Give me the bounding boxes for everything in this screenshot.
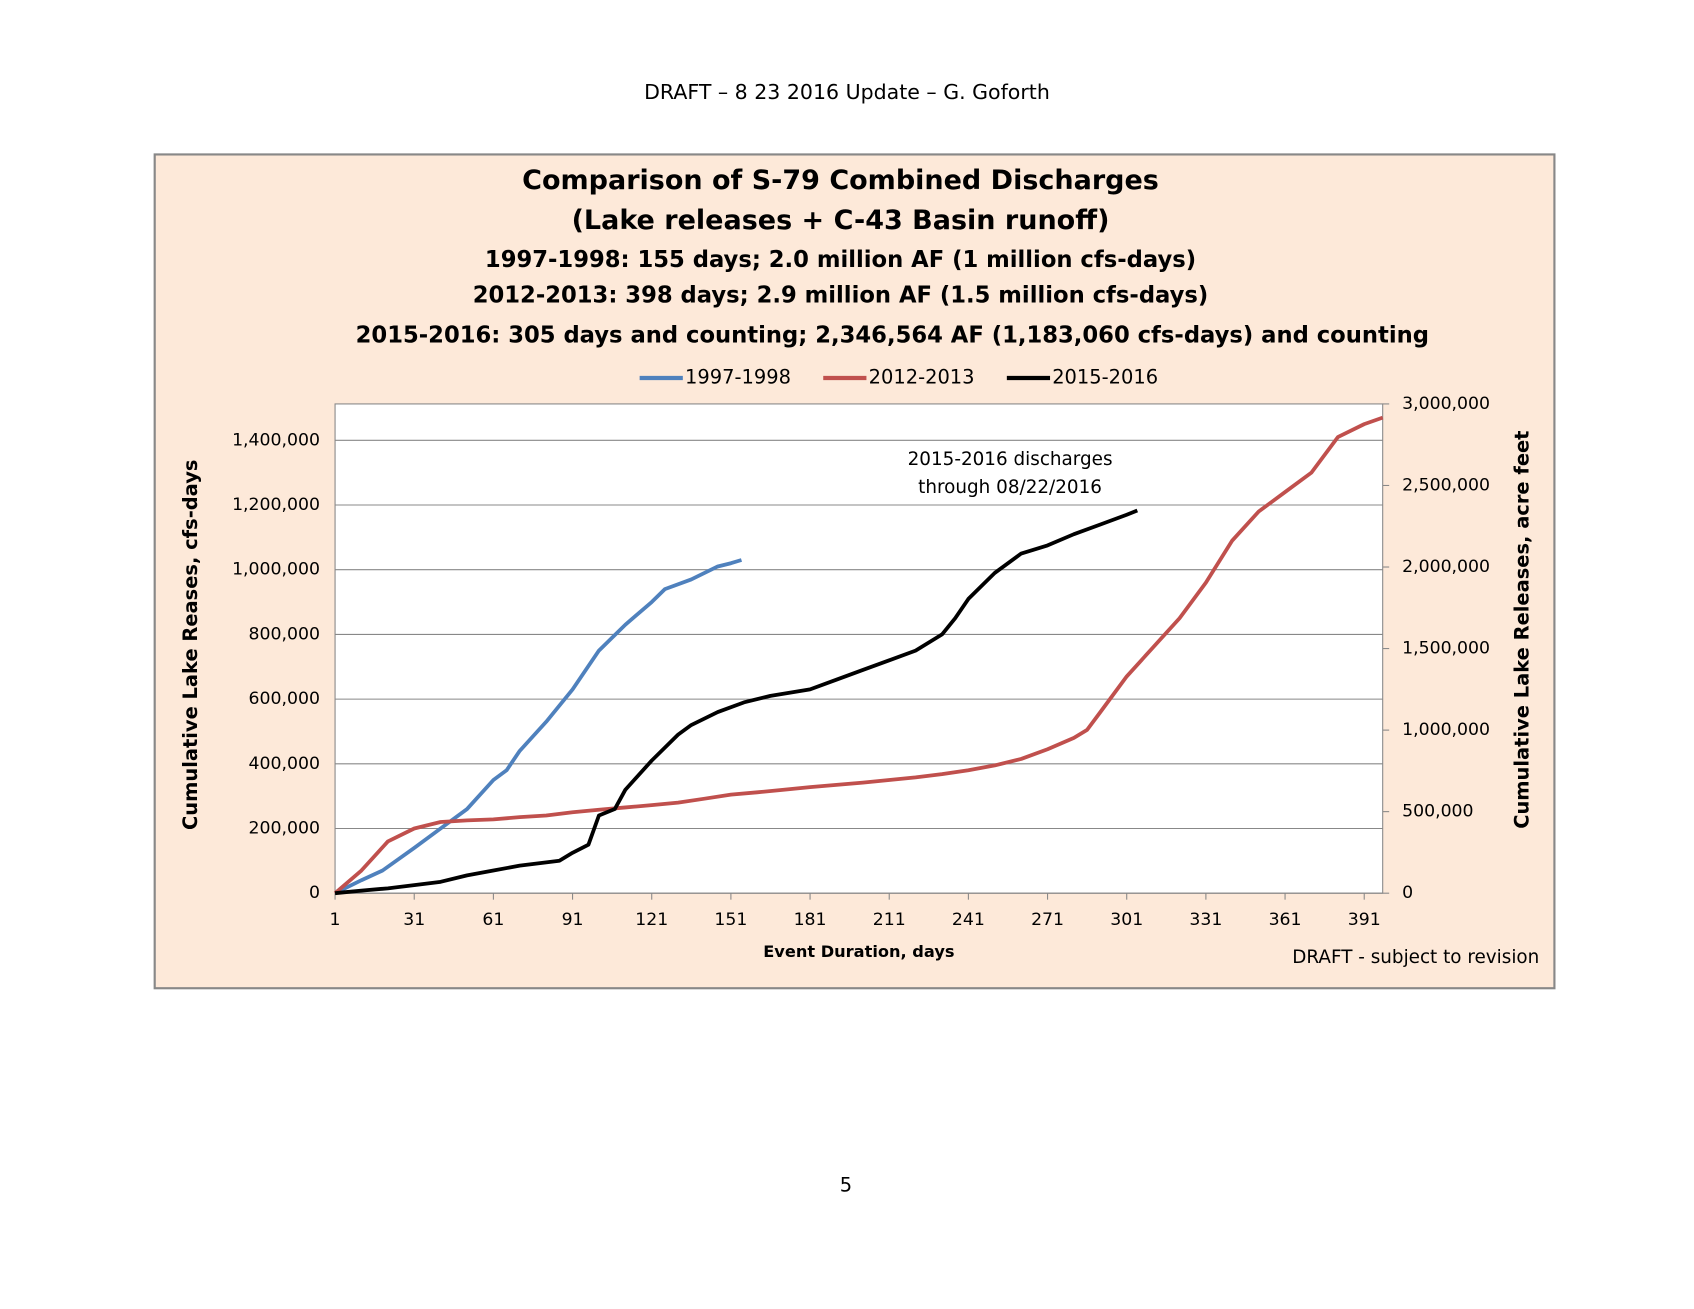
annotation: 2015-2016 discharges bbox=[908, 449, 1113, 470]
x-tick-label: 1 bbox=[330, 910, 341, 930]
x-tick-label: 241 bbox=[952, 910, 985, 930]
x-tick-label: 271 bbox=[1031, 910, 1064, 930]
y2-tick-label: 1,000,000 bbox=[1402, 720, 1490, 740]
y2-tick-label: 2,000,000 bbox=[1402, 557, 1490, 577]
x-tick-label: 331 bbox=[1189, 910, 1222, 930]
y2-tick-label: 0 bbox=[1402, 883, 1413, 903]
x-tick-label: 301 bbox=[1110, 910, 1143, 930]
x-tick-label: 151 bbox=[714, 910, 747, 930]
x-tick-label: 121 bbox=[635, 910, 668, 930]
page-number: 5 bbox=[840, 1173, 852, 1196]
chart-subtitle: 2012-2013: 398 days; 2.9 million AF (1.5… bbox=[473, 282, 1209, 308]
y2-tick-label: 3,000,000 bbox=[1402, 394, 1490, 414]
plot-area bbox=[334, 403, 1384, 894]
y-tick-label: 1,200,000 bbox=[232, 495, 320, 515]
y-axis-title: Cumulative Lake Reases, cfs-days bbox=[179, 460, 202, 830]
x-tick-label: 61 bbox=[482, 910, 504, 930]
y2-tick-label: 1,500,000 bbox=[1402, 639, 1490, 659]
legend-label: 2012-2013 bbox=[869, 366, 975, 389]
y-tick-label: 800,000 bbox=[249, 624, 320, 644]
x-tick-label: 391 bbox=[1348, 910, 1381, 930]
x-tick-label: 31 bbox=[403, 910, 425, 930]
annotation: through 08/22/2016 bbox=[918, 477, 1102, 498]
y2-tick-label: 2,500,000 bbox=[1402, 475, 1490, 495]
chart-title: (Lake releases + C-43 Basin runoff) bbox=[572, 205, 1110, 236]
x-axis-title: Event Duration, days bbox=[763, 942, 954, 961]
y-tick-label: 400,000 bbox=[249, 754, 320, 774]
page-header: DRAFT – 8 23 2016 Update – G. Goforth bbox=[644, 80, 1050, 104]
chart-title: Comparison of S-79 Combined Discharges bbox=[522, 165, 1159, 196]
chart-subtitle: 2015-2016: 305 days and counting; 2,346,… bbox=[356, 322, 1429, 348]
x-tick-label: 181 bbox=[794, 910, 827, 930]
y-tick-label: 0 bbox=[309, 883, 320, 903]
x-tick-label: 361 bbox=[1269, 910, 1302, 930]
y-tick-label: 600,000 bbox=[249, 689, 320, 709]
y-tick-label: 1,000,000 bbox=[232, 560, 320, 580]
footnote: DRAFT - subject to revision bbox=[1292, 947, 1539, 968]
legend-label: 2015-2016 bbox=[1052, 366, 1158, 389]
y2-tick-label: 500,000 bbox=[1402, 802, 1473, 822]
x-tick-label: 91 bbox=[562, 910, 584, 930]
series-line bbox=[333, 415, 1384, 895]
legend-label: 1997-1998 bbox=[685, 366, 791, 389]
series-line bbox=[334, 558, 743, 895]
chart-subtitle: 1997-1998: 155 days; 2.0 million AF (1 m… bbox=[485, 247, 1196, 273]
y-tick-label: 1,400,000 bbox=[232, 430, 320, 450]
y2-axis-title: Cumulative Lake Releases, acre feet bbox=[1511, 431, 1534, 829]
y-tick-label: 200,000 bbox=[249, 818, 320, 838]
x-tick-label: 211 bbox=[873, 910, 906, 930]
series-line bbox=[334, 508, 1139, 896]
